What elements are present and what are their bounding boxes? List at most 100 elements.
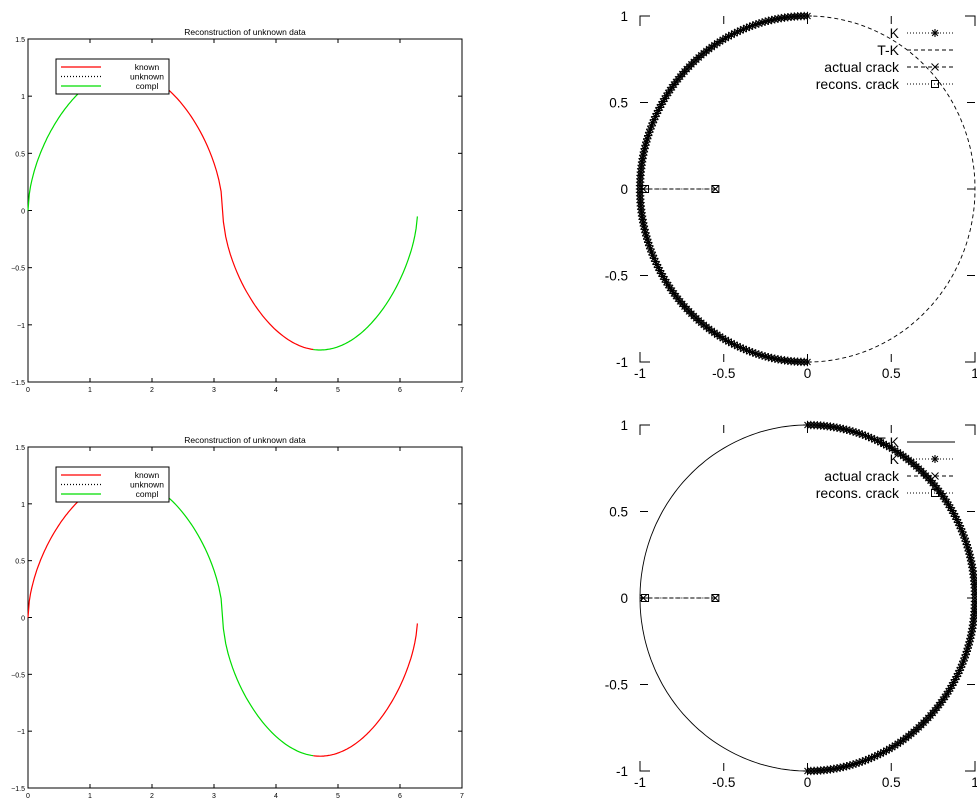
x-tick-label: 7 [460,387,464,394]
y-tick-label: −0.5 [11,266,25,273]
legend-label: unknown [130,72,164,82]
y-tick-label: -0.5 [605,269,628,284]
x-tick-label: 5 [336,387,340,394]
legend-label: actual crack [824,59,900,75]
x-tick-label: 7 [460,793,464,800]
legend-marker [931,455,939,463]
y-tick-label: 0.5 [15,151,25,158]
y-tick-label: -1 [616,764,628,779]
series-T-K-line [807,15,976,363]
x-tick-label: 3 [212,793,216,800]
series-K-marker [965,637,974,646]
x-tick-label: -1 [634,775,646,790]
y-tick-label: 1 [21,94,25,101]
legend-label: K [890,451,900,467]
y-tick-label: 0.5 [15,559,25,566]
frame-corner [965,424,976,435]
x-tick-label: 2 [150,793,154,800]
legend-label: K [890,25,900,41]
y-tick-label: −1.5 [11,786,25,793]
series-K-marker [667,83,677,92]
series-T-K-line [639,424,808,772]
x-tick-label: 4 [274,793,278,800]
series-K-marker [649,254,659,263]
legend-marker [931,29,939,37]
frame-corner [965,761,976,772]
frame-corner [639,352,650,363]
y-tick-label: 1.5 [15,445,25,452]
frame-corner [639,761,650,772]
legend-label: recons. crack [816,485,900,501]
x-tick-label: 1 [88,387,92,394]
chart-title: Reconstruction of unknown data [184,27,306,37]
y-tick-label: 1 [620,418,628,433]
y-tick-label: -0.5 [605,678,628,693]
y-tick-label: −0.5 [11,672,25,679]
actual-crack-marker [639,594,648,602]
y-tick-label: 0 [620,182,628,197]
legend-marker [931,63,939,71]
frame-corner [639,424,650,435]
x-tick-label: 5 [336,793,340,800]
legend-label: compl [136,81,159,91]
x-tick-label: 3 [212,387,216,394]
legend-marker [931,472,939,480]
plot-frame [27,446,463,789]
legend-label: known [135,62,160,72]
recons-crack-marker [641,594,650,602]
frame-corner [639,15,650,26]
x-tick-label: 0 [804,775,812,790]
recons-crack-marker [711,185,720,193]
y-tick-label: −1 [17,729,25,736]
y-tick-label: 0.5 [609,505,628,520]
x-tick-label: 1 [88,793,92,800]
line-plot-0: Reconstruction of unknown data 0 1 2 3 4 5 6 7 −1… [11,27,464,394]
y-tick-label: 0 [21,616,25,623]
chart-title: Reconstruction of unknown data [184,435,306,445]
y-tick-label: 0 [620,591,628,606]
x-tick-label: 4 [274,387,278,394]
y-tick-label: −1 [17,323,25,330]
recons-crack-marker [641,185,650,193]
legend-label: T-K [877,42,899,58]
x-tick-label: 1 [971,775,977,790]
legend-label: actual crack [824,468,900,484]
legend-label: known [135,470,160,480]
y-tick-label: 1 [21,502,25,509]
x-tick-label: 0 [26,793,30,800]
legend-label: recons. crack [816,76,900,92]
x-tick-label: 6 [398,387,402,394]
series-K-marker [660,275,669,284]
series-known-line [313,623,418,757]
legend-label: unknown [130,480,164,490]
x-tick-label: 1 [971,366,977,381]
x-tick-label: 2 [150,387,154,394]
legend-marker [931,489,939,497]
y-tick-label: −1.5 [11,380,25,387]
series-K-marker [803,420,812,430]
legend-label: compl [136,489,159,499]
x-tick-label: 6 [398,793,402,800]
x-tick-label: -0.5 [712,366,735,381]
frame-corner [965,352,976,363]
legend-box [55,58,170,95]
x-tick-label: 0 [804,366,812,381]
series-K-marker [647,121,656,131]
recons-crack-marker [711,594,720,602]
x-tick-label: -0.5 [712,775,735,790]
line-plot-1: Reconstruction of unknown data 0 1 2 3 4 5 6 7 −1… [11,435,464,800]
x-tick-label: 0 [26,387,30,394]
x-tick-label: 0.5 [882,775,901,790]
y-tick-label: 0.5 [609,96,628,111]
series-K-marker [657,269,666,278]
x-tick-label: 0.5 [882,366,901,381]
actual-crack-marker [639,185,648,193]
plot-frame [27,38,463,383]
legend-marker [931,80,939,88]
